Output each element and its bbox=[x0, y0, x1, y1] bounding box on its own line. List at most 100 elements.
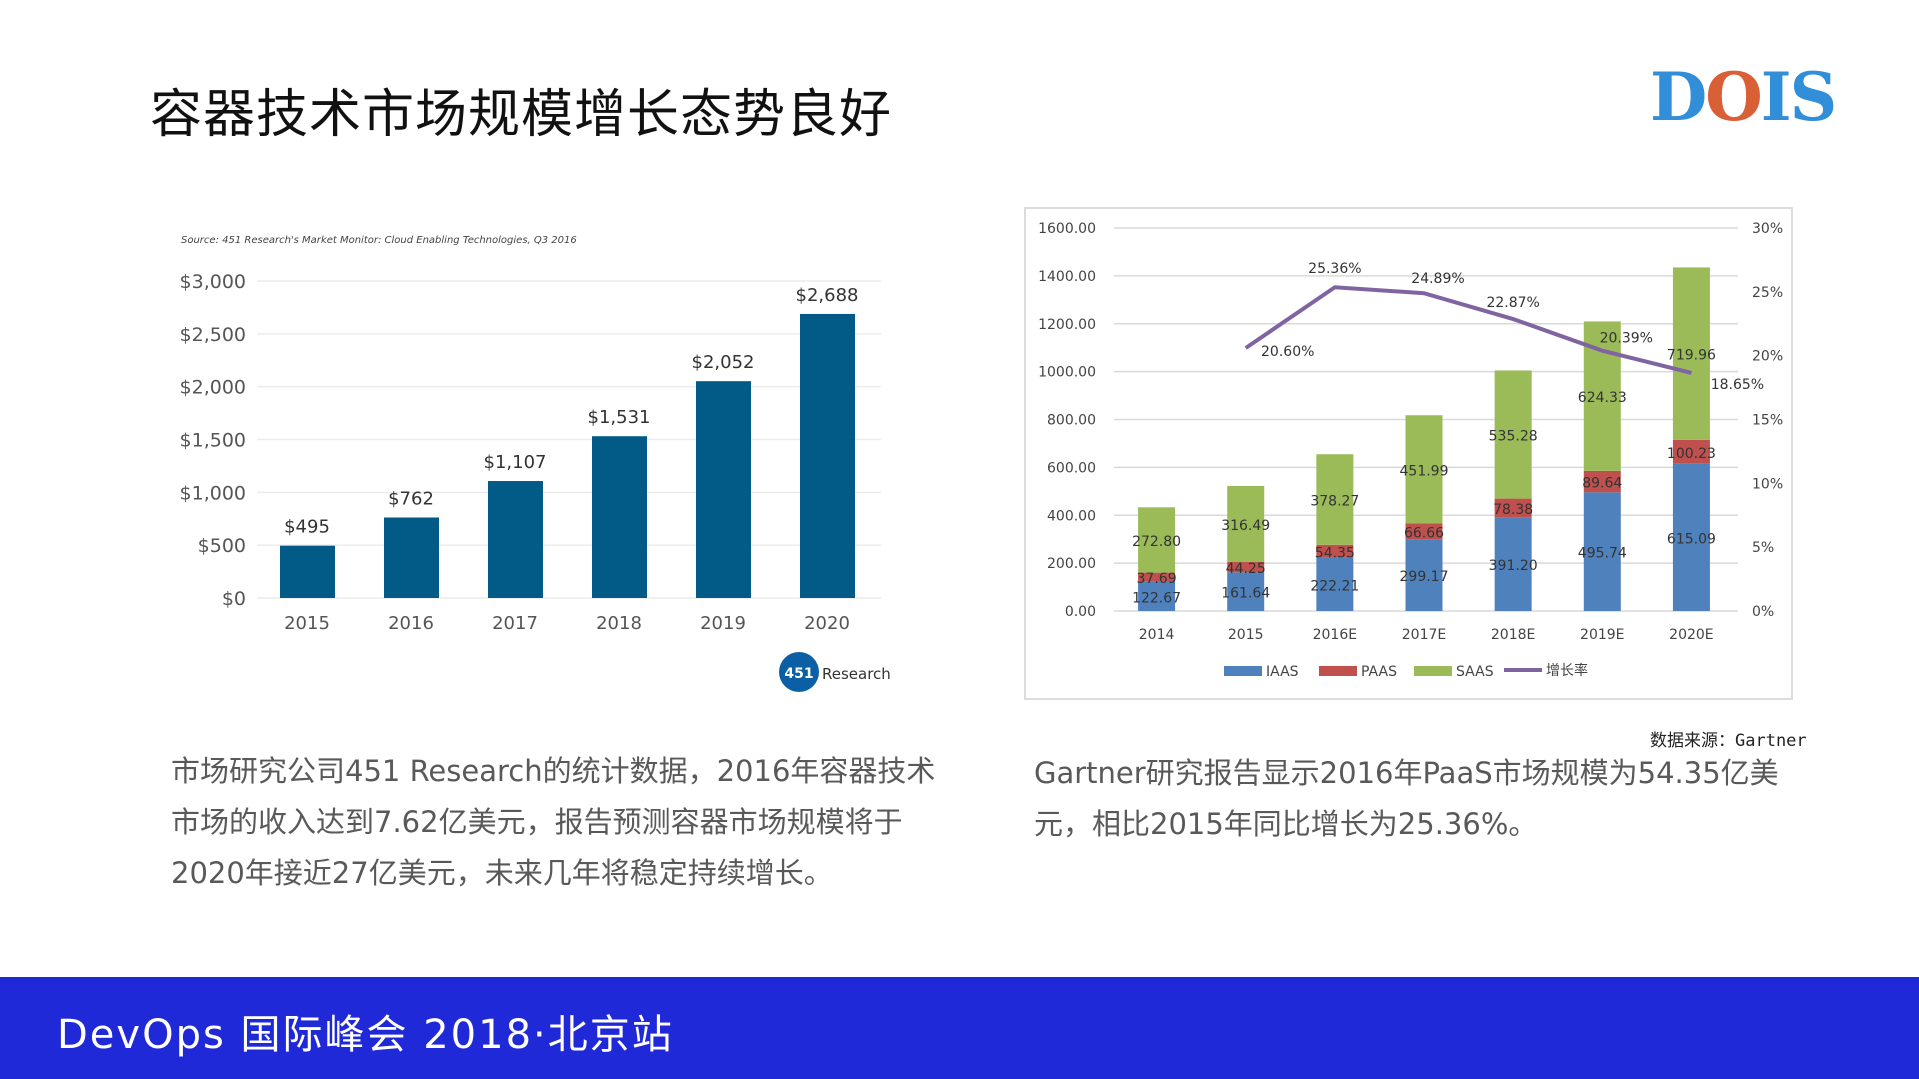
right-description: Gartner研究报告显示2016年PaaS市场规模为54.35亿美元，相比20… bbox=[1034, 756, 1779, 841]
saas-bar-segment bbox=[1316, 454, 1354, 545]
right-y2-tick: 30% bbox=[1752, 221, 1783, 237]
saas-bar-segment bbox=[1138, 507, 1176, 573]
saas-bar-segment bbox=[1672, 267, 1710, 440]
paas-value-label: 100.23 bbox=[1667, 446, 1716, 462]
iaas-value-label: 161.64 bbox=[1221, 586, 1270, 602]
right-y-tick: 800.00 bbox=[1047, 413, 1096, 429]
footer-bar: DevOps 国际峰会 2018·北京站 bbox=[0, 977, 1919, 1079]
left-chart-source: Source: 451 Research's Market Monitor: C… bbox=[181, 235, 577, 246]
iaas-value-label: 495.74 bbox=[1578, 546, 1627, 562]
growth-rate-label: 22.87% bbox=[1486, 295, 1539, 311]
right-y2-tick: 5% bbox=[1752, 540, 1774, 556]
right-y-tick: 1200.00 bbox=[1038, 317, 1096, 333]
right-x-tick: 2015 bbox=[1228, 627, 1264, 643]
right-y-tick: 1000.00 bbox=[1038, 365, 1096, 381]
right-y2-tick: 0% bbox=[1752, 604, 1774, 620]
right-x-tick: 2017E bbox=[1402, 627, 1446, 643]
paas-bar-segment bbox=[1316, 544, 1354, 558]
left-data-label: $495 bbox=[284, 517, 330, 538]
451-logo-research: Research bbox=[822, 665, 891, 683]
left-data-label: $1,107 bbox=[484, 452, 547, 473]
left-description: 市场研究公司451 Research的统计数据，2016年容器技术市场的收入达到… bbox=[171, 754, 936, 890]
left-y-tick: $2,000 bbox=[180, 377, 246, 399]
growth-rate-line bbox=[1244, 285, 1692, 375]
paas-bar-segment bbox=[1138, 572, 1176, 582]
growth-rate-label: 18.65% bbox=[1711, 377, 1764, 393]
paas-value-label: 78.38 bbox=[1493, 502, 1533, 518]
right-y-tick: 1400.00 bbox=[1038, 269, 1096, 285]
saas-value-label: 535.28 bbox=[1489, 429, 1538, 445]
saas-value-label: 316.49 bbox=[1221, 518, 1270, 534]
iaas-value-label: 299.17 bbox=[1400, 569, 1449, 585]
right-x-tick: 2016E bbox=[1313, 627, 1357, 643]
left-x-tick: 2018 bbox=[596, 613, 642, 634]
paas-value-label: 89.64 bbox=[1582, 476, 1622, 492]
left-bar bbox=[384, 517, 439, 598]
saas-bar-segment bbox=[1494, 370, 1532, 499]
right-x-tick: 2019E bbox=[1580, 627, 1624, 643]
dois-logo: DOIS bbox=[1650, 58, 1837, 136]
iaas-legend-label: IAAS bbox=[1266, 664, 1299, 680]
growth-rate-label: 24.89% bbox=[1411, 271, 1464, 287]
page-title: 容器技术市场规模增长态势良好 bbox=[150, 85, 893, 145]
right-y2-tick: 10% bbox=[1752, 476, 1783, 492]
right-x-tick: 2018E bbox=[1491, 627, 1535, 643]
paas-legend-label: PAAS bbox=[1361, 664, 1397, 680]
left-x-tick: 2020 bbox=[804, 613, 850, 634]
paas-value-label: 66.66 bbox=[1404, 525, 1444, 541]
left-y-tick: $0 bbox=[222, 588, 246, 610]
growth-rate-label: 20.39% bbox=[1600, 331, 1653, 347]
left-data-label: $2,688 bbox=[796, 285, 859, 306]
left-y-tick: $3,000 bbox=[180, 271, 246, 293]
right-y-tick: 400.00 bbox=[1047, 508, 1096, 524]
left-bar bbox=[696, 381, 751, 598]
paas-legend-swatch bbox=[1319, 666, 1357, 676]
left-data-label: $762 bbox=[388, 488, 434, 509]
saas-bar-segment bbox=[1405, 415, 1443, 524]
paas-bar-segment bbox=[1494, 498, 1532, 518]
paas-value-label: 37.69 bbox=[1137, 571, 1177, 587]
saas-value-label: 272.80 bbox=[1132, 534, 1181, 550]
right-x-tick: 2020E bbox=[1669, 627, 1713, 643]
paas-value-label: 54.35 bbox=[1315, 545, 1355, 561]
saas-value-label: 624.33 bbox=[1578, 390, 1627, 406]
iaas-value-label: 222.21 bbox=[1310, 578, 1359, 594]
growth-legend-label: 增长率 bbox=[1546, 662, 1588, 679]
right-y2-tick: 15% bbox=[1752, 413, 1783, 429]
saas-legend-swatch bbox=[1414, 666, 1452, 676]
left-data-label: $1,531 bbox=[588, 407, 651, 428]
451-logo-mark bbox=[779, 652, 819, 692]
left-bar bbox=[592, 436, 647, 598]
right-y-tick: 600.00 bbox=[1047, 460, 1096, 476]
left-bar bbox=[488, 481, 543, 598]
iaas-legend-swatch bbox=[1224, 666, 1262, 676]
right-y2-tick: 20% bbox=[1752, 349, 1783, 365]
left-y-tick: $1,500 bbox=[180, 430, 246, 452]
iaas-bar-segment bbox=[1494, 517, 1532, 611]
saas-bar-segment bbox=[1227, 485, 1265, 562]
left-x-tick: 2017 bbox=[492, 613, 538, 634]
iaas-value-label: 615.09 bbox=[1667, 531, 1716, 547]
left-bar bbox=[280, 545, 335, 598]
left-x-tick: 2015 bbox=[284, 613, 330, 634]
left-x-tick: 2016 bbox=[388, 613, 434, 634]
right-x-tick: 2014 bbox=[1139, 627, 1175, 643]
paas-bar-segment bbox=[1227, 561, 1265, 573]
left-y-tick: $2,500 bbox=[180, 324, 246, 346]
left-y-tick: $500 bbox=[198, 535, 246, 557]
right-y-tick: 200.00 bbox=[1047, 556, 1096, 572]
left-y-tick: $1,000 bbox=[180, 482, 246, 504]
iaas-value-label: 122.67 bbox=[1132, 590, 1181, 606]
451-logo-text: 451 bbox=[784, 666, 813, 682]
iaas-bar-segment bbox=[1405, 539, 1443, 611]
paas-bar-segment bbox=[1672, 439, 1710, 464]
paas-value-label: 44.25 bbox=[1226, 561, 1266, 577]
iaas-bar-segment bbox=[1138, 581, 1176, 611]
iaas-bar-segment bbox=[1316, 557, 1354, 611]
left-x-tick: 2019 bbox=[700, 613, 746, 634]
iaas-value-label: 391.20 bbox=[1489, 558, 1538, 574]
saas-value-label: 451.99 bbox=[1400, 463, 1449, 479]
iaas-bar-segment bbox=[1227, 572, 1265, 611]
iaas-bar-segment bbox=[1672, 463, 1710, 611]
paas-bar-segment bbox=[1405, 523, 1443, 540]
